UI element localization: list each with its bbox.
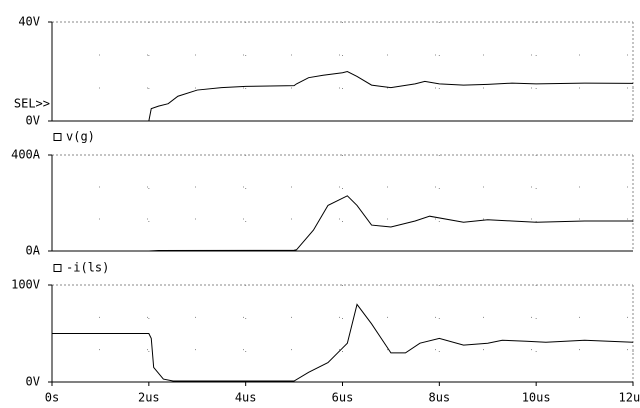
selection-marker: SEL>> [14, 97, 50, 111]
legend-label: -i(ls) [66, 261, 109, 275]
x-tick-label: 0s [45, 391, 59, 405]
y-tick-label: 0A [26, 244, 41, 258]
legend-swatch [53, 264, 62, 272]
x-tick-label: 6us [332, 391, 354, 405]
trace [52, 70, 634, 122]
y-tick-label: 0V [26, 114, 40, 128]
trace [52, 195, 633, 252]
y-tick-label: 40V [18, 15, 40, 29]
x-tick-label: 8us [428, 391, 450, 405]
legend-label: v(g) [66, 130, 95, 144]
x-tick-label: 12us [619, 391, 640, 405]
trace [52, 303, 634, 382]
y-tick-label: 400A [11, 148, 41, 162]
y-tick-label: 0V [26, 375, 40, 389]
legend-swatch [53, 133, 62, 141]
x-tick-label: 10us [522, 391, 551, 405]
x-tick-label: 2us [138, 391, 160, 405]
y-tick-label: 100V [11, 278, 40, 292]
x-tick-label: 4us [235, 391, 257, 405]
